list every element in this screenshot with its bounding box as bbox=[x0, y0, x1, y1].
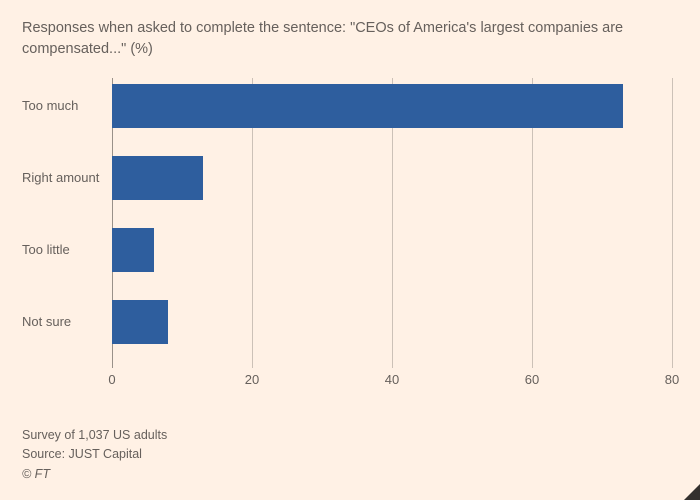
x-tick-label: 80 bbox=[665, 372, 679, 387]
x-tick-label: 40 bbox=[385, 372, 399, 387]
bar bbox=[112, 228, 154, 272]
bar bbox=[112, 84, 623, 128]
y-category-label: Right amount bbox=[22, 156, 106, 200]
credit-note: © FT bbox=[22, 465, 167, 484]
x-tick-label: 60 bbox=[525, 372, 539, 387]
chart: 020406080 Too muchRight amountToo little… bbox=[22, 78, 672, 398]
x-axis: 020406080 bbox=[112, 372, 672, 392]
x-tick-label: 20 bbox=[245, 372, 259, 387]
x-tick-label: 0 bbox=[108, 372, 115, 387]
bar bbox=[112, 300, 168, 344]
plot-area bbox=[112, 78, 672, 368]
corner-flag-icon bbox=[684, 484, 700, 500]
survey-note: Survey of 1,037 US adults bbox=[22, 426, 167, 445]
y-category-label: Too much bbox=[22, 84, 106, 128]
chart-footer: Survey of 1,037 US adults Source: JUST C… bbox=[22, 426, 167, 484]
y-category-label: Too little bbox=[22, 228, 106, 272]
gridline bbox=[672, 78, 673, 368]
y-category-label: Not sure bbox=[22, 300, 106, 344]
bar bbox=[112, 156, 203, 200]
chart-title: Responses when asked to complete the sen… bbox=[22, 18, 672, 60]
source-note: Source: JUST Capital bbox=[22, 445, 167, 464]
chart-container: Responses when asked to complete the sen… bbox=[0, 0, 700, 500]
